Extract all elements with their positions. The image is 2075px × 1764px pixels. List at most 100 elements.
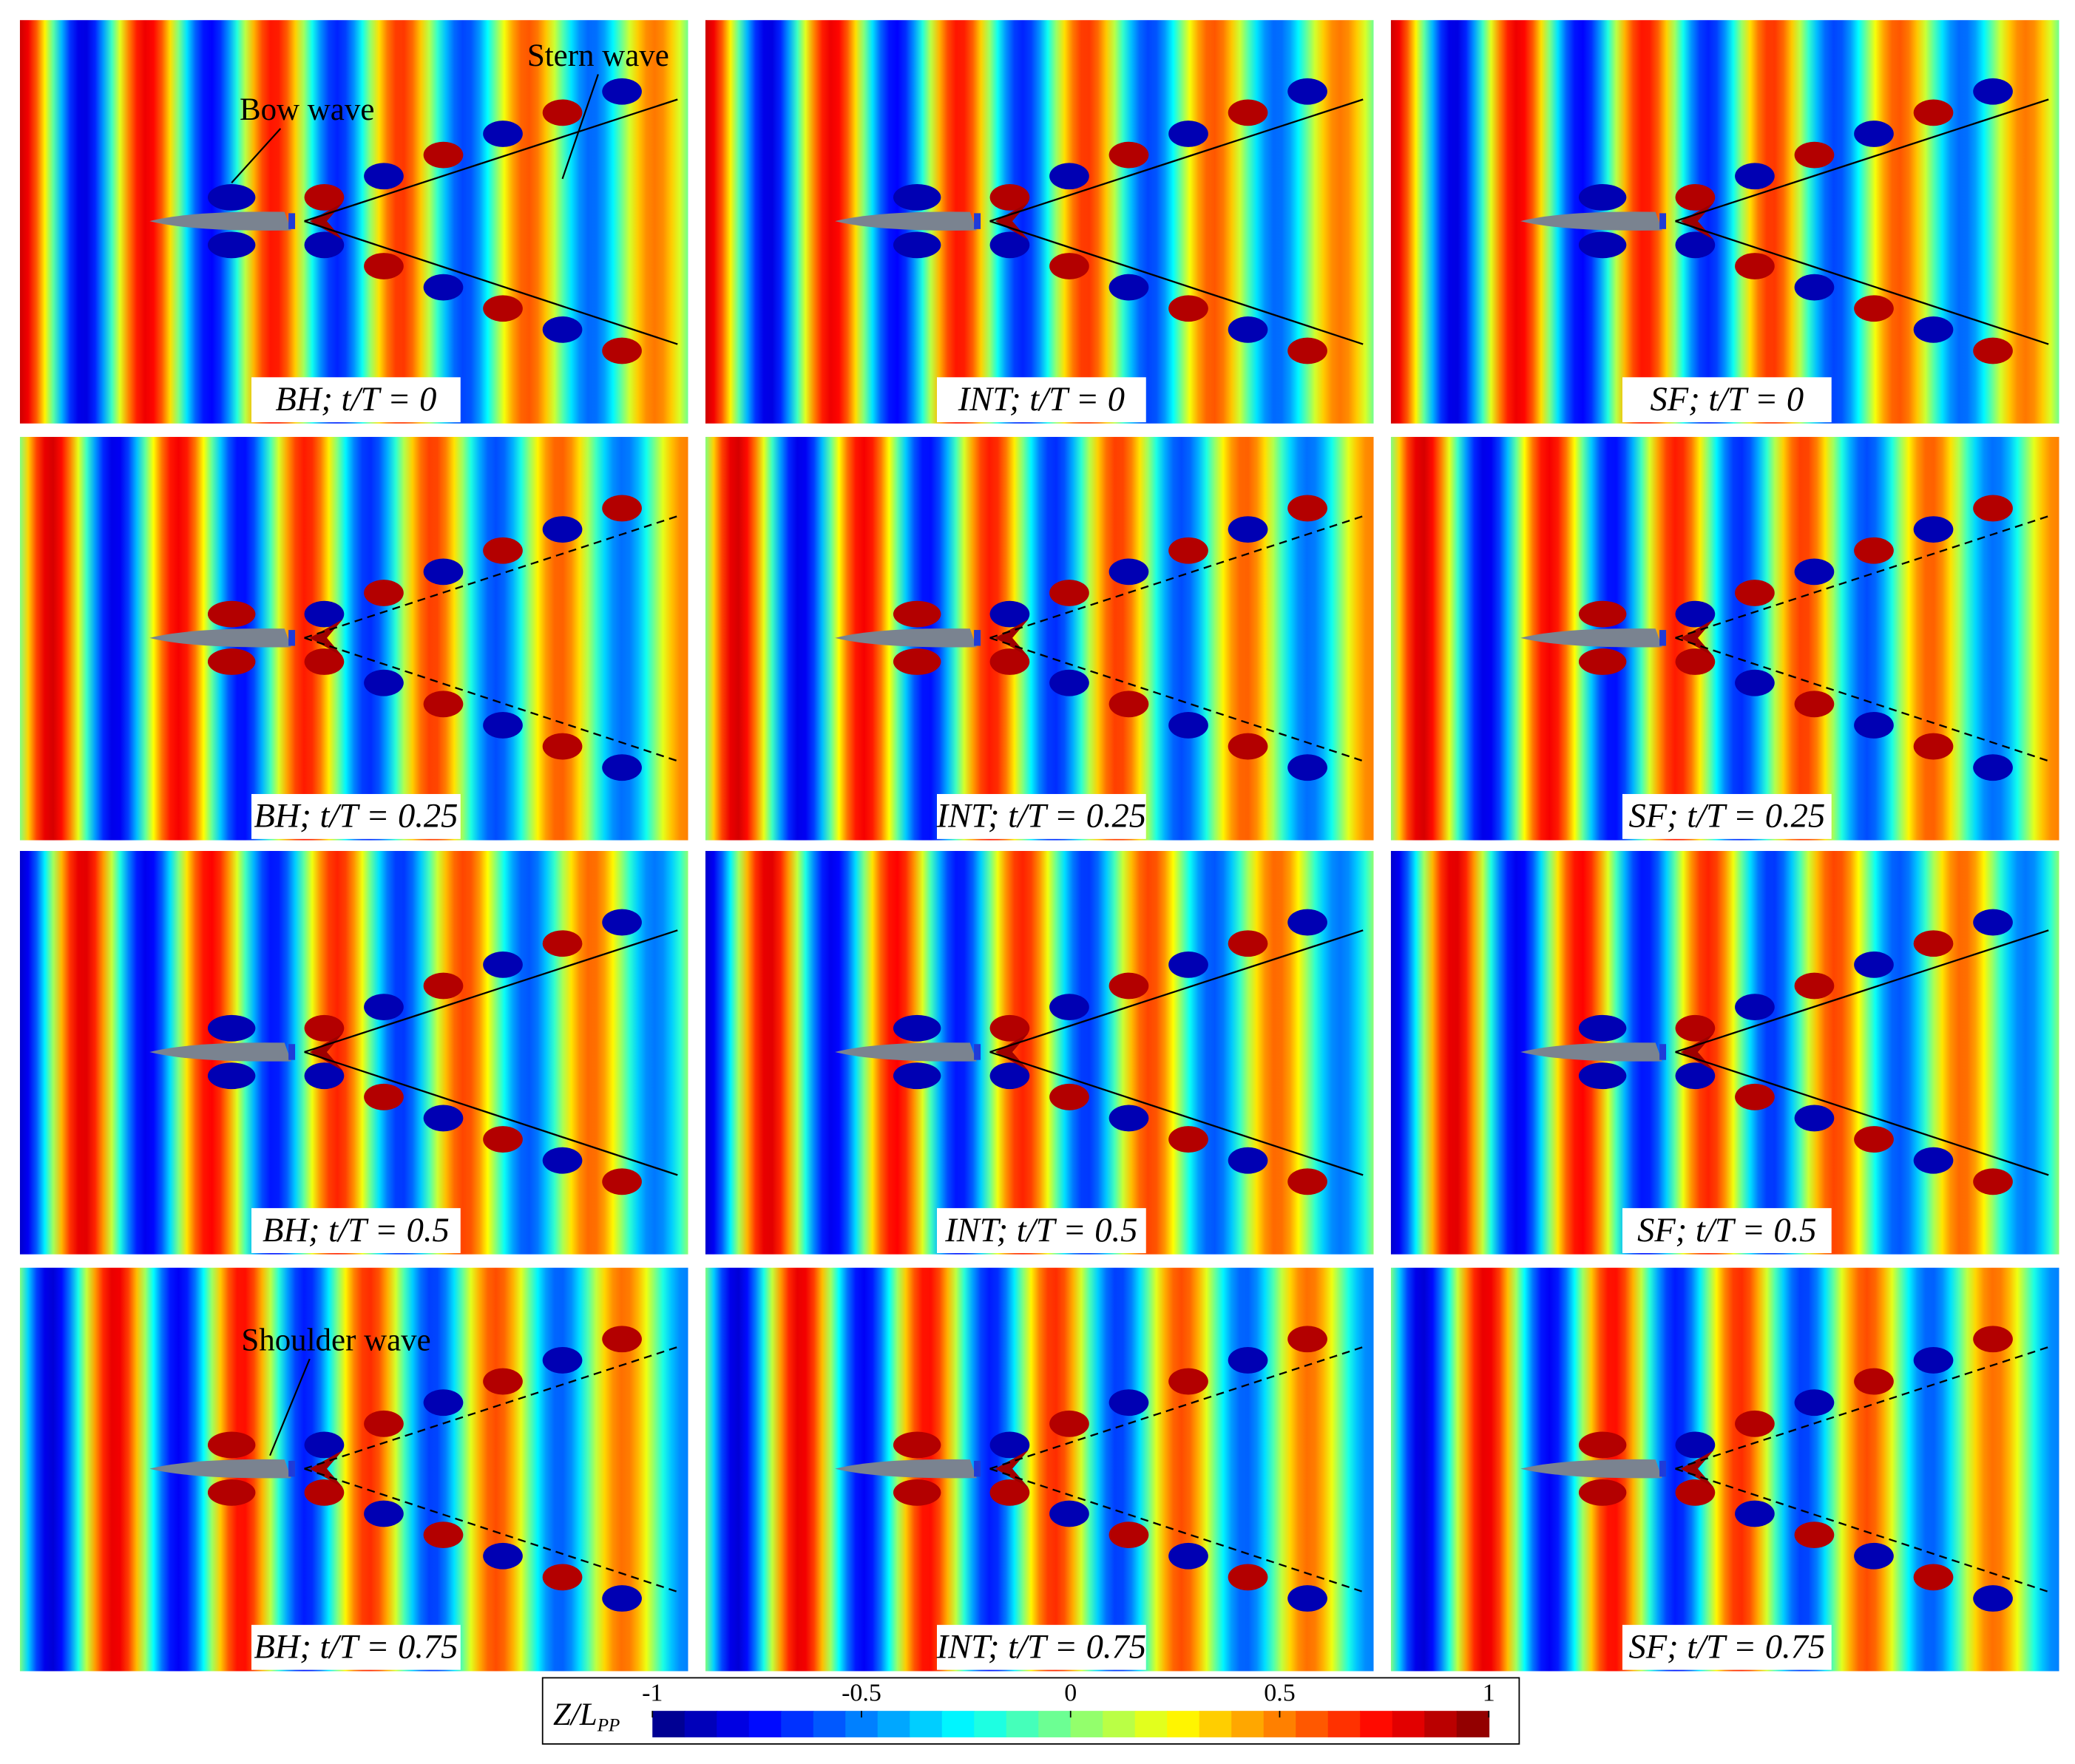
panel-label: SF; t/T = 0.25 xyxy=(1628,798,1825,835)
wake-crest xyxy=(602,495,642,522)
colorbar-level xyxy=(781,1711,814,1737)
bow-crest xyxy=(893,184,941,211)
wake-crest xyxy=(423,1389,464,1417)
wake-crest xyxy=(1675,184,1716,211)
wake-crest xyxy=(1675,1479,1716,1506)
wake-crest xyxy=(542,99,583,126)
panel-label: SF; t/T = 0.75 xyxy=(1628,1629,1825,1666)
wave-field xyxy=(1390,1267,2059,1672)
colorbar-tick-label: 0.5 xyxy=(1264,1679,1295,1706)
ship-hull xyxy=(1520,211,1662,231)
propeller xyxy=(288,1044,296,1060)
wake-crest xyxy=(1108,1105,1149,1132)
colorbar-level xyxy=(1424,1711,1458,1737)
wake-crest xyxy=(542,516,583,543)
wake-crest xyxy=(1854,1126,1894,1153)
wake-crest xyxy=(1168,121,1208,147)
kelvin-line xyxy=(304,98,678,223)
wake-crest xyxy=(364,253,404,279)
wake-crest xyxy=(423,1105,464,1132)
panel-label: SF; t/T = 0 xyxy=(1651,381,1804,418)
label-box xyxy=(1622,793,1832,839)
wake-crest xyxy=(989,1062,1030,1090)
wake-crest xyxy=(304,600,345,628)
kelvin-line xyxy=(989,929,1364,1054)
colorbar-level xyxy=(1006,1711,1040,1737)
wake-crest xyxy=(602,78,642,105)
colorbar-level xyxy=(1199,1711,1233,1737)
wake-crest xyxy=(1108,1522,1149,1549)
bow-crest xyxy=(1578,184,1627,211)
wake-crest xyxy=(1973,909,2013,936)
wake-crest xyxy=(1049,669,1089,696)
wake-crest xyxy=(423,141,464,169)
wave-field xyxy=(705,20,1374,424)
annotation-arrow xyxy=(561,74,599,180)
label-box xyxy=(251,1208,461,1253)
wake-crest xyxy=(1735,994,1775,1021)
colorbar-level xyxy=(1231,1711,1265,1737)
wake-crest xyxy=(1108,558,1149,586)
wake-crest xyxy=(1794,141,1835,169)
bow-crest xyxy=(207,184,256,211)
wake-crest xyxy=(1854,1542,1894,1570)
propeller xyxy=(1659,1044,1667,1060)
wake-crest xyxy=(304,1014,345,1042)
wake-crest xyxy=(304,1431,345,1459)
wake-crest xyxy=(1675,1431,1716,1459)
ship-hull xyxy=(835,628,977,648)
propeller xyxy=(288,213,296,229)
annotation: Bow wave xyxy=(240,92,374,127)
annotation-arrow xyxy=(231,128,282,183)
wake-crest xyxy=(1794,691,1835,718)
bow-crest xyxy=(1578,600,1627,628)
panel xyxy=(1390,1267,2059,1672)
panel xyxy=(19,20,688,424)
annotation: Shoulder wave xyxy=(241,1323,430,1358)
panel xyxy=(705,436,1374,841)
ship-hull xyxy=(835,211,977,231)
wake-crest xyxy=(1735,1410,1775,1437)
ship-hull xyxy=(1520,1042,1662,1062)
colorbar: Z/LPP -1 -0.5 0 0.5 1 xyxy=(541,1677,1520,1745)
wake-crest xyxy=(1287,78,1327,105)
wake-crest xyxy=(364,1500,404,1527)
label-box xyxy=(1622,1208,1832,1253)
wake-crest xyxy=(483,951,523,978)
wake-crest xyxy=(1168,1542,1208,1570)
wake-crest xyxy=(989,231,1030,259)
wave-field xyxy=(1390,20,2059,424)
wake-crest xyxy=(1228,516,1268,543)
wake-crest xyxy=(989,648,1030,675)
bow-crest xyxy=(207,600,256,628)
wake-crest xyxy=(1794,558,1835,586)
ship-hull xyxy=(1520,628,1662,648)
wake-crest xyxy=(602,337,642,364)
wake-crest xyxy=(1228,930,1268,957)
colorbar-level xyxy=(1167,1711,1200,1737)
wake-crest xyxy=(1854,1368,1894,1395)
wake-crest xyxy=(1913,930,1954,957)
panel-label: INT; t/T = 0 xyxy=(958,381,1125,418)
wake-crest xyxy=(602,1326,642,1353)
wake-crest xyxy=(1794,1522,1835,1549)
colorbar-tick-label: 0 xyxy=(1064,1679,1077,1706)
annotation: Stern wave xyxy=(527,38,669,73)
kelvin-line xyxy=(304,220,678,345)
wake-crest xyxy=(1287,754,1327,781)
wake-crest xyxy=(1675,231,1716,259)
wake-crest xyxy=(1228,1564,1268,1591)
wake-crest xyxy=(1854,295,1894,322)
panel-label: SF; t/T = 0.5 xyxy=(1637,1212,1816,1249)
wake-crest xyxy=(1108,274,1149,301)
ship-hull xyxy=(835,1042,977,1062)
wake-crest xyxy=(304,1479,345,1506)
wake-crest xyxy=(1049,580,1089,606)
wake-crest xyxy=(483,1542,523,1570)
wake-crest xyxy=(1168,712,1208,739)
wave-field xyxy=(1390,850,2059,1255)
bow-crest xyxy=(893,1431,941,1459)
wave-field xyxy=(1390,436,2059,841)
panel-label: INT; t/T = 0.75 xyxy=(936,1629,1146,1666)
wake-crest xyxy=(1973,337,2013,364)
